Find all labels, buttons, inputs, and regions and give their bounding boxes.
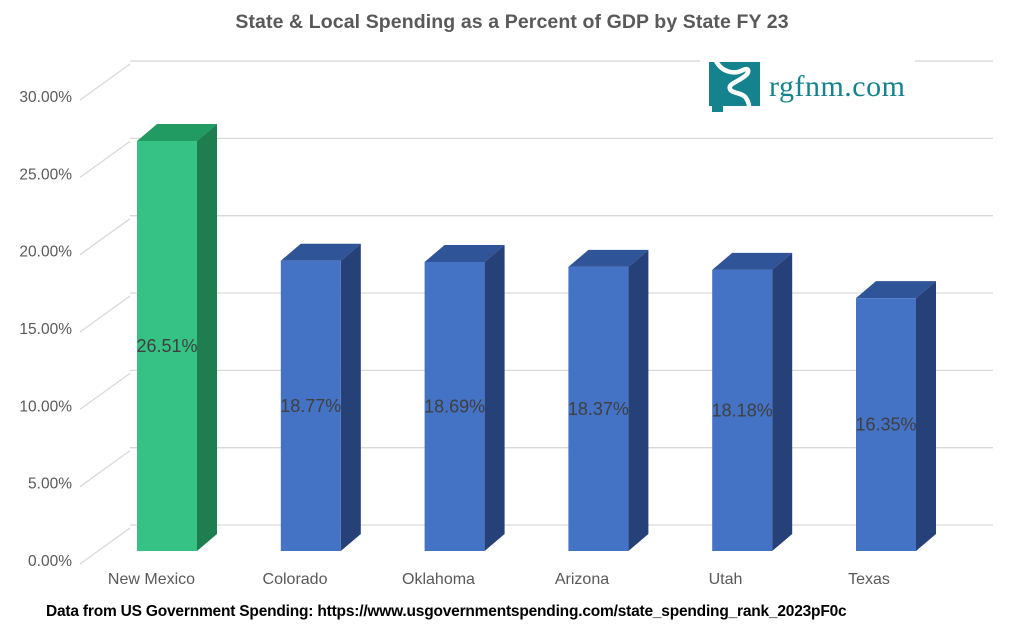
y-axis-tick-label: 15.00% — [19, 321, 72, 338]
bar-colorado — [280, 260, 341, 551]
y-axis-tick-label: 5.00% — [28, 476, 72, 493]
bar-arizona-top-face — [568, 249, 649, 267]
axis-tick-connector-line — [79, 295, 131, 333]
bar-new-mexico — [137, 141, 197, 552]
bar-utah-top-face — [712, 252, 793, 270]
logo-text: rgfnm.com — [769, 70, 906, 103]
bar-colorado-side-face — [340, 243, 361, 551]
axis-tick-connector-line — [79, 218, 131, 256]
bar-colorado-data-label: 18.77% — [280, 396, 341, 416]
new-mexico-river-icon — [709, 62, 760, 112]
logo: rgfnm.com — [700, 60, 916, 114]
bar-oklahoma-side-face — [484, 244, 505, 551]
bar-oklahoma-data-label: 18.69% — [424, 396, 485, 416]
y-axis-tick-label: 20.00% — [19, 244, 72, 261]
bar-arizona-data-label: 18.37% — [568, 399, 629, 419]
bar-colorado-top-face — [280, 243, 361, 261]
x-axis-category-label: Oklahoma — [402, 571, 475, 588]
x-axis-category-label: Colorado — [263, 571, 328, 588]
axis-tick-connector-line — [79, 450, 131, 488]
x-axis-category-label: Utah — [709, 571, 743, 588]
bar-arizona-side-face — [628, 249, 649, 551]
bar-texas-data-label: 16.35% — [855, 415, 916, 435]
river-curve — [713, 62, 752, 110]
bar-oklahoma — [424, 261, 485, 551]
bar-new-mexico-top-face — [137, 124, 217, 142]
y-axis-tick-label: 0.00% — [28, 553, 72, 570]
bar-oklahoma-top-face — [424, 244, 505, 262]
bar-utah — [712, 269, 773, 551]
axis-tick-connector-line — [79, 372, 131, 410]
bar-texas — [856, 298, 916, 551]
source-caption: Data from US Government Spending: https:… — [46, 603, 847, 620]
chart-title: State & Local Spending as a Percent of G… — [235, 11, 789, 33]
bar-utah-data-label: 18.18% — [712, 400, 773, 420]
bar-texas-top-face — [856, 281, 936, 299]
x-axis-category-label: New Mexico — [108, 571, 195, 588]
axis-tick-connector-line — [79, 140, 131, 178]
axis-tick-connector-line — [79, 63, 131, 101]
bar-utah-side-face — [772, 252, 793, 551]
new-mexico-shape — [709, 62, 760, 112]
x-axis-category-label: Arizona — [555, 571, 609, 588]
bar-new-mexico-side-face — [197, 124, 217, 551]
y-axis-tick-label: 10.00% — [19, 398, 72, 415]
bar-arizona — [568, 266, 629, 551]
bar-new-mexico-data-label: 26.51% — [136, 336, 197, 356]
y-axis-tick-label: 30.00% — [19, 89, 72, 106]
x-axis-category-label: Texas — [848, 571, 890, 588]
y-axis-tick-label: 25.00% — [19, 166, 72, 183]
bar-texas-side-face — [916, 281, 936, 551]
axis-tick-connector-line — [79, 527, 131, 565]
